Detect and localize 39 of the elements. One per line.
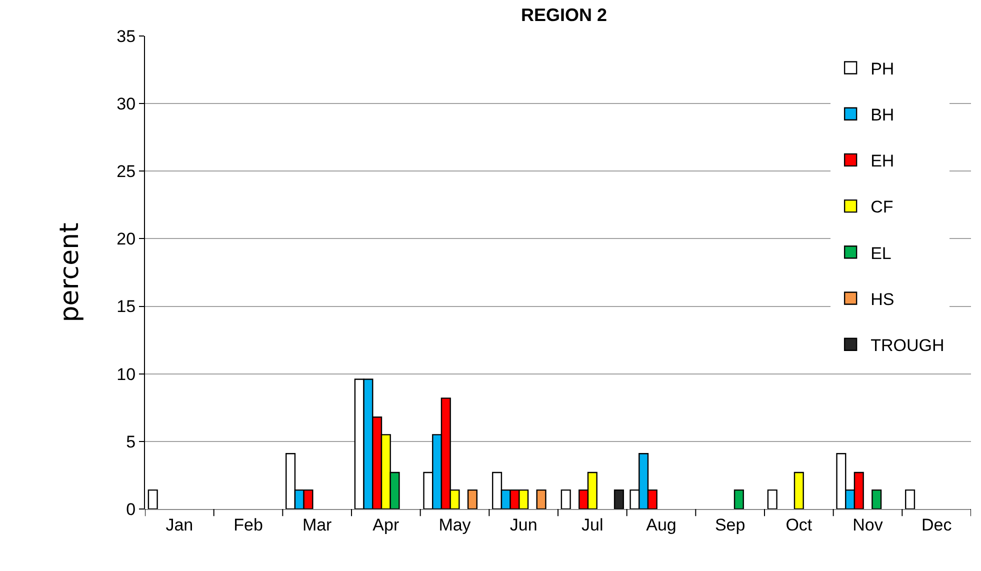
- x-tick-label: Sep: [714, 515, 746, 534]
- bar: [872, 489, 882, 509]
- x-tick-label: Dec: [921, 515, 952, 534]
- legend-label: EH: [870, 152, 894, 171]
- x-tick-label: Feb: [234, 515, 263, 534]
- bar: [536, 489, 546, 509]
- bar: [467, 489, 478, 509]
- legend-label: CF: [870, 198, 894, 217]
- x-tick-label: Jan: [166, 515, 194, 534]
- x-tick-label: Oct: [786, 515, 812, 534]
- x-tick-label: Jun: [510, 515, 538, 534]
- y-tick-label: 20: [116, 230, 136, 249]
- legend-label: HS: [870, 290, 894, 309]
- bar: [560, 489, 571, 509]
- x-tick-label: Aug: [646, 515, 676, 534]
- legend-label: TROUGH: [870, 336, 944, 355]
- bar: [148, 489, 158, 509]
- legend-label: BH: [870, 105, 894, 124]
- x-tick-label: Jul: [582, 515, 604, 534]
- bar: [794, 472, 804, 509]
- y-tick-label: 30: [116, 94, 136, 114]
- y-tick-label: 5: [126, 432, 136, 452]
- y-tick-label: 15: [116, 297, 136, 316]
- x-tick-label: Mar: [302, 515, 332, 534]
- y-tick-label: 25: [116, 162, 136, 182]
- legend-label: EL: [870, 244, 892, 263]
- bar: [767, 489, 778, 509]
- y-tick-label: 35: [116, 26, 136, 46]
- y-tick-label: 10: [116, 364, 136, 384]
- y-axis-title: percent: [55, 222, 86, 322]
- chart-title: REGION 2: [521, 5, 608, 26]
- x-tick-label: Nov: [852, 515, 884, 534]
- x-tick-label: May: [438, 515, 472, 534]
- bar: [734, 489, 744, 509]
- legend-label: PH: [870, 59, 894, 78]
- bar: [905, 489, 916, 509]
- y-tick-label: 0: [126, 500, 136, 519]
- x-tick-label: Apr: [372, 515, 400, 534]
- bar: [614, 489, 624, 509]
